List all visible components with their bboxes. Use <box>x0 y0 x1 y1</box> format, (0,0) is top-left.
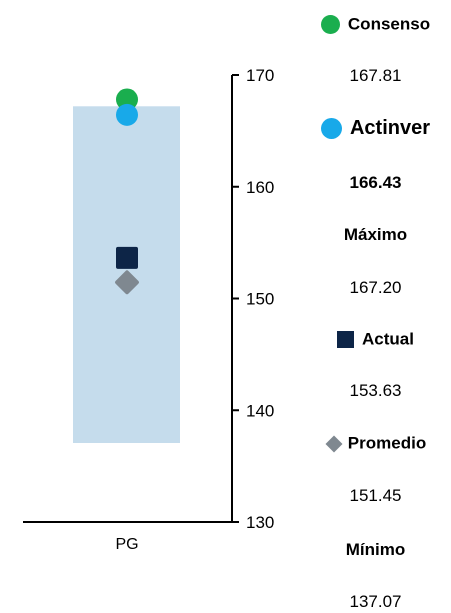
promedio-value: 151.45 <box>349 486 402 505</box>
y-tick-label: 160 <box>246 178 274 197</box>
actinver-marker <box>116 103 138 126</box>
consenso-value: 167.81 <box>349 66 402 85</box>
y-tick-label: 140 <box>246 401 274 420</box>
maximo-value: 167.20 <box>349 278 402 297</box>
legend-promedio: Promedio <box>300 433 451 454</box>
actual-marker-icon <box>337 331 355 349</box>
maximo-label: Máximo <box>343 225 408 244</box>
y-tick-label: 130 <box>246 513 274 532</box>
y-tick-label: 170 <box>246 66 274 85</box>
chart-plot: 130 140 150 160 170 PG <box>23 66 274 553</box>
legend-consenso: Consenso <box>300 14 451 35</box>
minimo-value: 137.07 <box>349 592 402 611</box>
x-category-label: PG <box>115 536 138 553</box>
minimo-label: Mínimo <box>345 540 406 559</box>
actinver-marker-icon <box>320 118 342 140</box>
consenso-marker <box>116 88 138 111</box>
actinver-value: 166.43 <box>349 173 402 192</box>
y-tick-label: 150 <box>246 290 274 309</box>
promedio-marker <box>115 270 139 295</box>
legend-consenso-label: Consenso <box>347 14 431 34</box>
legend-actinver: Actinver <box>300 117 451 140</box>
legend-actual: Actual <box>300 329 451 350</box>
legend-promedio-label: Promedio <box>347 433 427 453</box>
legend: Consenso 167.81 Actinver 166.43 Máximo 1… <box>300 0 451 613</box>
actual-marker <box>116 246 138 269</box>
legend-actual-label: Actual <box>362 329 414 349</box>
actual-value: 153.63 <box>349 381 402 400</box>
legend-actinver-label: Actinver <box>349 117 431 140</box>
promedio-marker-icon <box>325 435 343 453</box>
consenso-marker-icon <box>320 15 340 35</box>
